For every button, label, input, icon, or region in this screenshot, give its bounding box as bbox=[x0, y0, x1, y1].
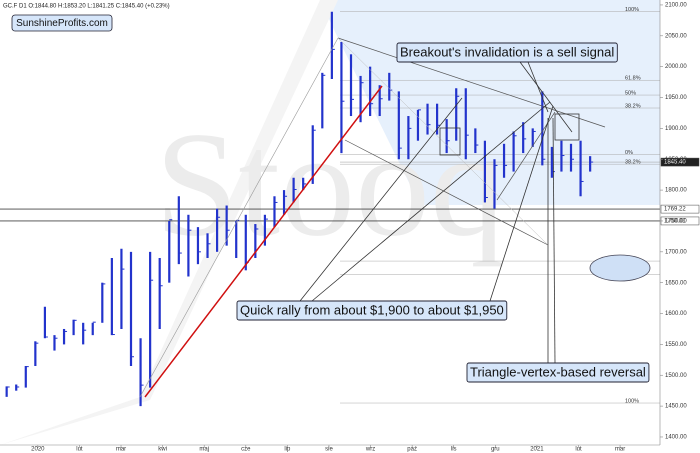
annotation: Breakout's invalidation is a sell signal bbox=[400, 44, 614, 59]
brand-box bbox=[11, 14, 113, 32]
target-ellipse bbox=[589, 254, 651, 282]
y-tick-label: 1400.00 bbox=[665, 435, 687, 441]
leader-line bbox=[552, 117, 556, 364]
level-label: 38.2% bbox=[625, 160, 641, 166]
triangle-lower bbox=[496, 111, 556, 201]
y-tick-label: 1800.00 bbox=[665, 188, 687, 194]
triangle-upper bbox=[337, 37, 606, 128]
x-tick-label: cze bbox=[241, 447, 251, 453]
y-tick-label: 2000.00 bbox=[665, 64, 687, 70]
highlight-box bbox=[554, 113, 580, 141]
x-tick-label: lut bbox=[575, 447, 582, 453]
y-tick-label: 1850.00 bbox=[665, 157, 687, 163]
x-tick-label: sie bbox=[325, 447, 333, 453]
level-label: 50% bbox=[625, 91, 636, 97]
x-tick-label: 2020 bbox=[31, 447, 45, 453]
y-tick-label: 1750.00 bbox=[665, 219, 687, 225]
y-tick-label: 1700.00 bbox=[665, 249, 687, 255]
annotation: Quick rally from about $1,900 to about $… bbox=[240, 302, 504, 317]
annotation-box bbox=[236, 300, 508, 321]
y-tick-label: 1900.00 bbox=[665, 126, 687, 132]
fan-line bbox=[139, 37, 339, 398]
y-tick-label: 1650.00 bbox=[665, 280, 687, 286]
annotation-box bbox=[466, 362, 650, 383]
x-tick-label: kwi bbox=[158, 447, 167, 453]
x-tick-label: wrz bbox=[365, 447, 375, 453]
price-tag-box bbox=[660, 157, 700, 167]
leader-line bbox=[299, 97, 463, 302]
leader-line bbox=[311, 101, 551, 302]
x-tick-label: lut bbox=[76, 447, 83, 453]
annotation-box bbox=[396, 42, 618, 63]
leader-line bbox=[527, 61, 549, 113]
y-tick-label: 1550.00 bbox=[665, 342, 687, 348]
y-tick-label: 1600.00 bbox=[665, 311, 687, 317]
x-tick-label: 2021 bbox=[530, 447, 544, 453]
x-tick-label: mar bbox=[615, 447, 625, 453]
leader-line bbox=[519, 61, 573, 133]
level-label: 0% bbox=[625, 150, 633, 156]
x-tick-label: gru bbox=[491, 447, 500, 453]
level-label: 100% bbox=[625, 7, 639, 13]
x-tick-label: lip bbox=[284, 447, 291, 453]
x-tick-label: lis bbox=[451, 447, 457, 453]
leader-line bbox=[489, 105, 554, 302]
y-tick-label: 1950.00 bbox=[665, 95, 687, 101]
fan-line bbox=[337, 37, 549, 246]
level-label: 100% bbox=[625, 398, 639, 404]
level-label: 38.2% bbox=[625, 103, 641, 109]
x-tick-label: mar bbox=[116, 447, 126, 453]
price-tag: 1750.01 bbox=[664, 219, 686, 225]
x-tick-label: maj bbox=[199, 447, 209, 453]
price-tag: 1845.40 bbox=[664, 160, 686, 166]
highlight-box bbox=[439, 127, 461, 156]
support-line bbox=[144, 85, 383, 398]
annotation: Triangle-vertex-based reversal bbox=[470, 364, 646, 379]
level-label: 61.8% bbox=[625, 76, 641, 82]
channel-lower bbox=[344, 139, 549, 246]
y-tick-label: 2050.00 bbox=[665, 33, 687, 39]
quote-header: GC.F D1 O:1844.80 H:1853.20 L:1841.25 C:… bbox=[3, 4, 170, 10]
fan-zone bbox=[0, 0, 338, 445]
price-tag-box bbox=[660, 204, 700, 214]
y-tick-label: 1450.00 bbox=[665, 404, 687, 410]
y-tick-label: 1500.00 bbox=[665, 373, 687, 379]
x-tick-label: paź bbox=[407, 447, 417, 453]
brand-label: SunshineProfits.com bbox=[16, 18, 108, 29]
y-tick-label: 2100.00 bbox=[665, 3, 687, 9]
price-tag: 1769.22 bbox=[664, 207, 686, 213]
